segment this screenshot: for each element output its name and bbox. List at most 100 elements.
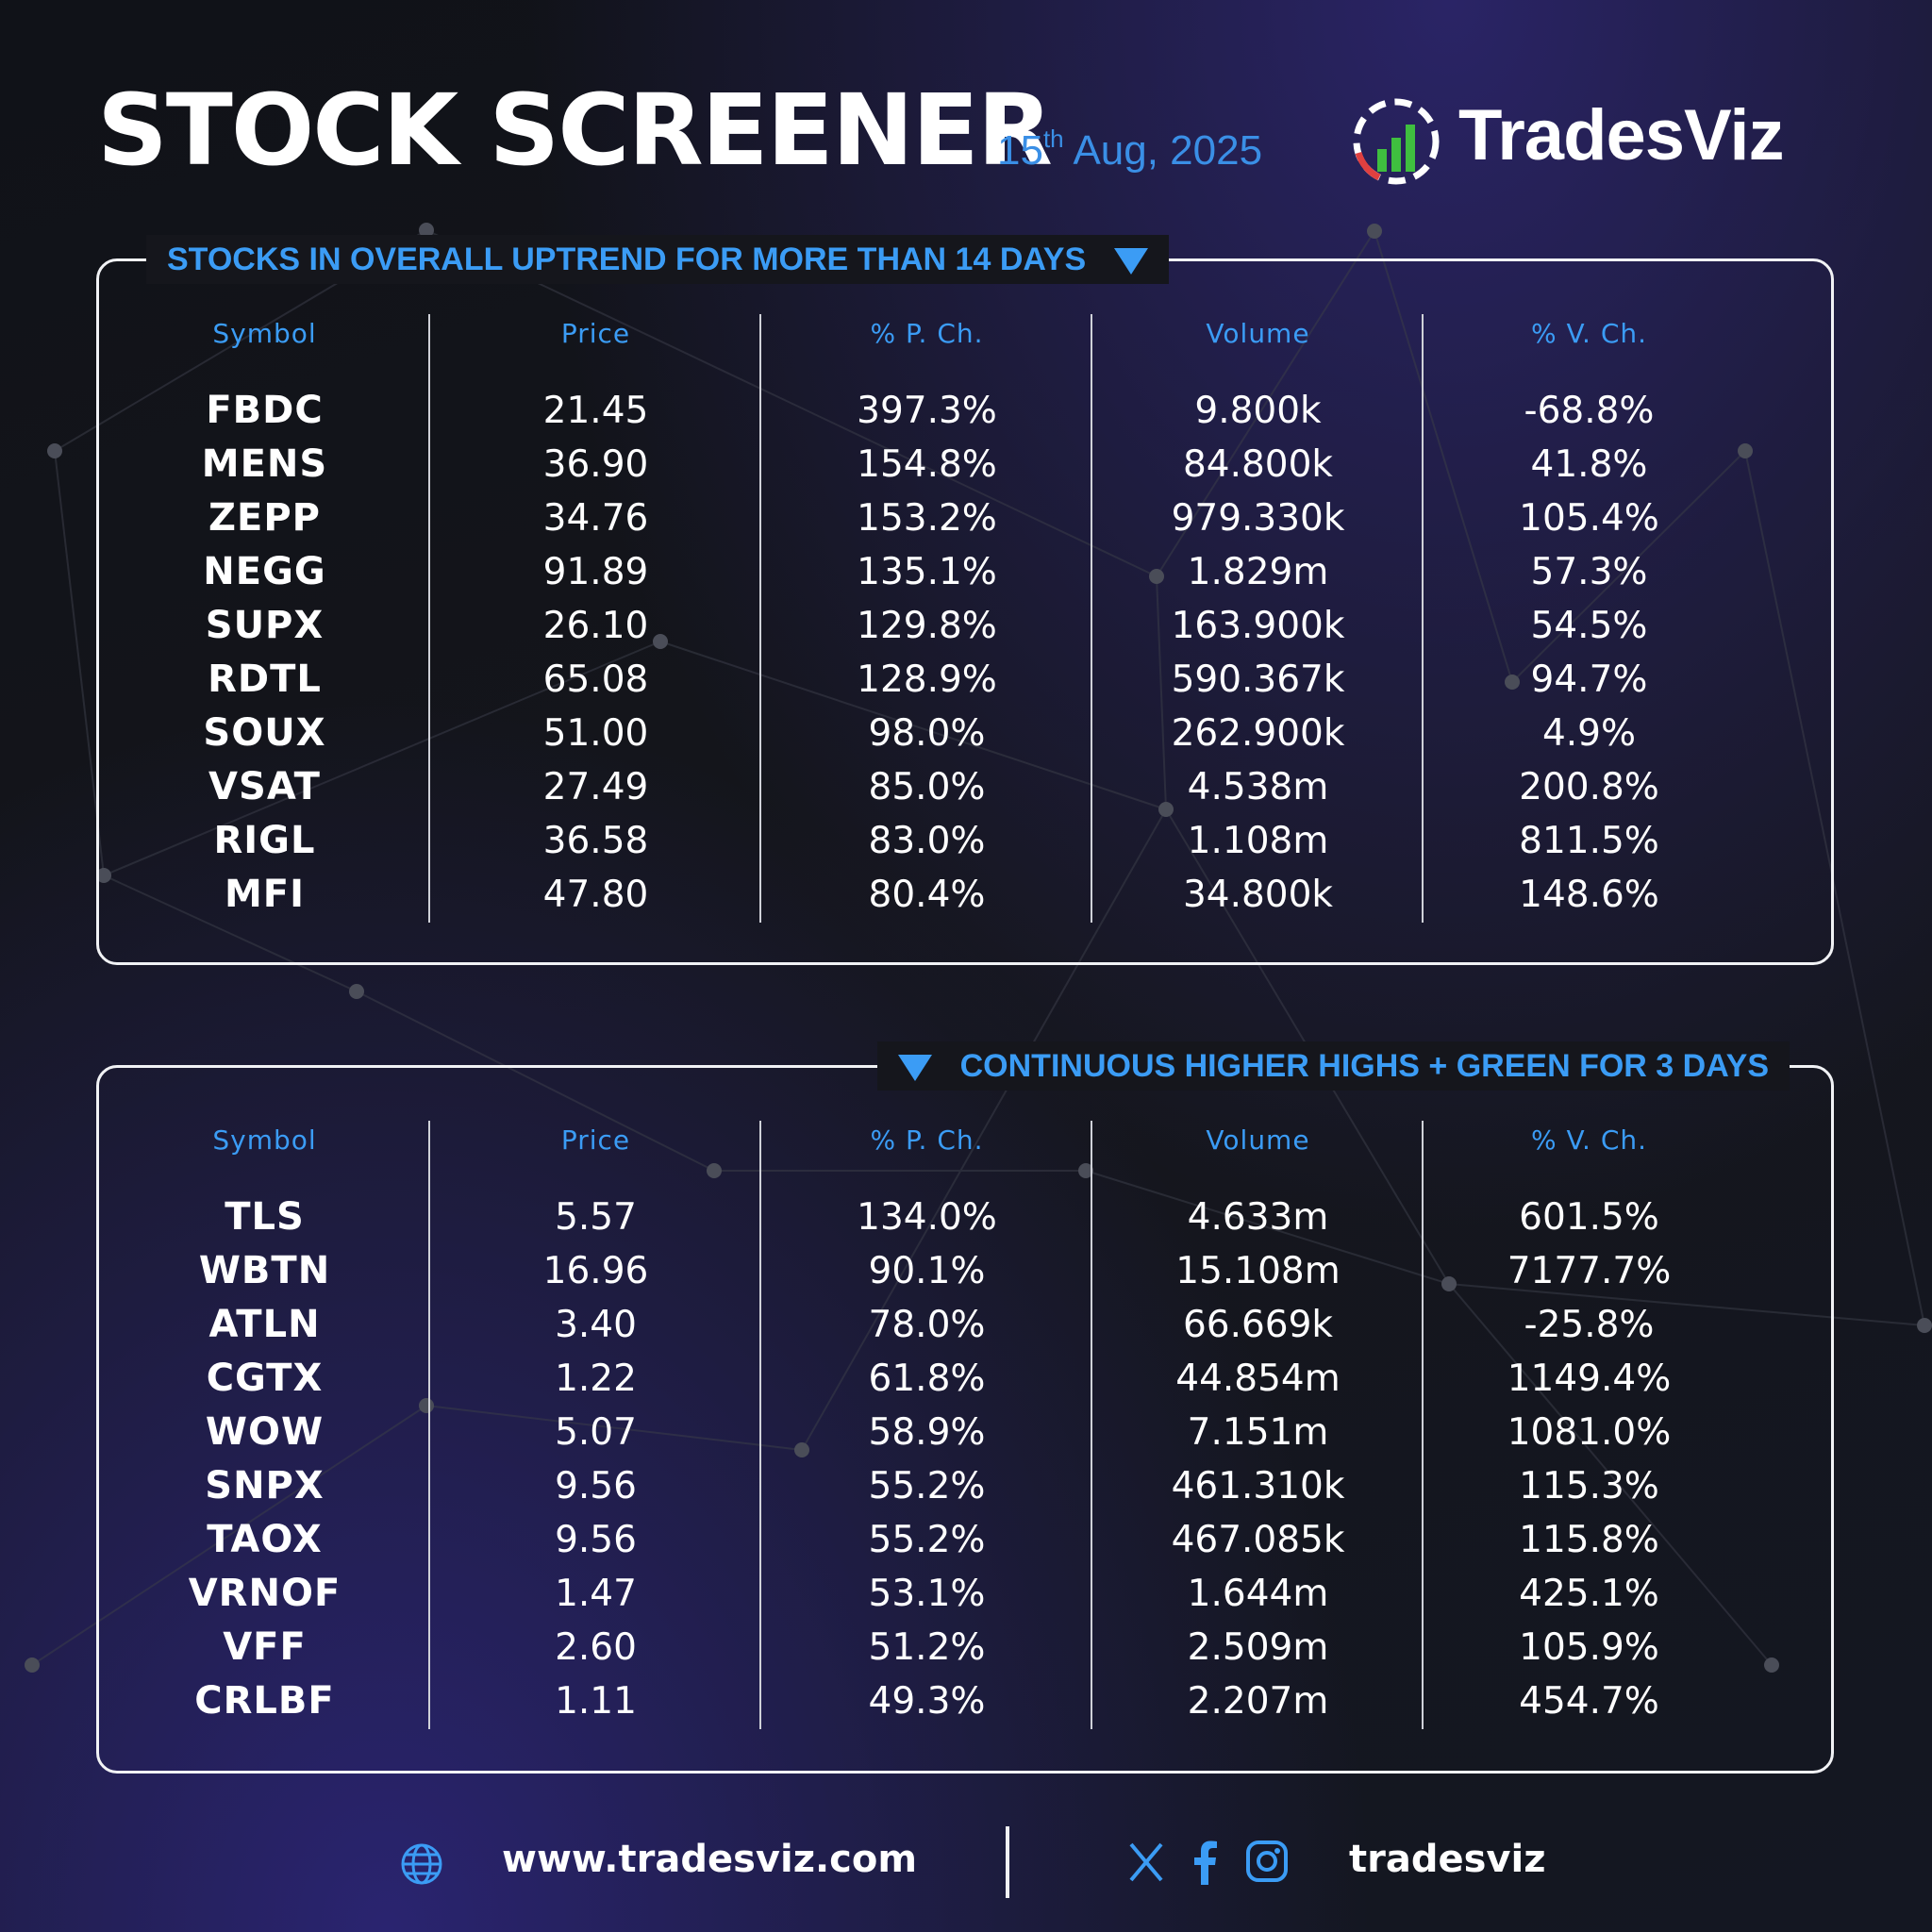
- table-cell: 34.76: [542, 497, 649, 540]
- ticker-symbol: ATLN: [208, 1303, 321, 1346]
- column-divider: [428, 1121, 430, 1729]
- column-header: Price: [560, 1124, 631, 1156]
- table-cell: 34.800k: [1182, 874, 1334, 916]
- table-cell: 2.509m: [1187, 1626, 1329, 1669]
- ticker-symbol: WBTN: [198, 1249, 331, 1292]
- ticker-symbol: NEGG: [203, 550, 326, 593]
- website-link[interactable]: www.tradesviz.com: [502, 1838, 918, 1881]
- table-cell: 1081.0%: [1507, 1411, 1672, 1454]
- bar-chart-logo-icon: [1353, 98, 1440, 185]
- table-cell: 9.800k: [1194, 390, 1322, 432]
- table-cell: 1149.4%: [1507, 1357, 1672, 1400]
- table-cell: 467.085k: [1171, 1519, 1345, 1561]
- ticker-symbol: CRLBF: [194, 1679, 335, 1723]
- instagram-icon[interactable]: [1245, 1840, 1289, 1883]
- stock-table: Symbol FBDC MENS ZEPP NEGG SUPX RDTL SOUX VSAT RI…: [99, 261, 1831, 962]
- table-cell: 128.9%: [857, 658, 997, 701]
- page-title: STOCK SCREENER: [97, 73, 1053, 188]
- table-cell: 84.800k: [1182, 443, 1334, 486]
- table-cell: 44.854m: [1175, 1357, 1341, 1400]
- column-symbol: Symbol FBDC MENS ZEPP NEGG SUPX RDTL SOUX VSAT RI…: [99, 313, 430, 922]
- table-cell: 51.00: [542, 712, 649, 755]
- table-cell: 4.538m: [1187, 766, 1329, 808]
- table-cell: 9.56: [555, 1519, 637, 1561]
- table-cell: 1.47: [555, 1573, 637, 1615]
- ticker-symbol: SNPX: [205, 1464, 325, 1507]
- triangle-down-icon: [897, 1055, 932, 1082]
- column-price: Price 5.57 16.96 3.40 1.22 5.07 9.56 9.56 1.47 2.…: [430, 1120, 761, 1728]
- column-header: % V. Ch.: [1530, 1124, 1648, 1156]
- column-header: % V. Ch.: [1530, 318, 1648, 349]
- table-cell: 134.0%: [857, 1196, 997, 1239]
- ticker-symbol: FBDC: [206, 389, 324, 432]
- table-cell: 590.367k: [1171, 658, 1345, 701]
- ticker-symbol: VFF: [223, 1625, 307, 1669]
- table-cell: 49.3%: [868, 1680, 986, 1723]
- table-cell: 154.8%: [857, 443, 997, 486]
- x-icon[interactable]: [1127, 1841, 1165, 1883]
- column-divider: [759, 314, 761, 923]
- table-cell: 51.2%: [868, 1626, 986, 1669]
- column-divider: [1422, 1121, 1424, 1729]
- table-cell: 979.330k: [1171, 497, 1345, 540]
- table-cell: 4.9%: [1541, 712, 1637, 755]
- table-cell: 115.8%: [1519, 1519, 1659, 1561]
- table-cell: 1.644m: [1187, 1573, 1329, 1615]
- table-cell: 163.900k: [1171, 605, 1345, 647]
- table-cell: 55.2%: [868, 1465, 986, 1507]
- ticker-symbol: RIGL: [213, 819, 316, 862]
- brand-name: TradesViz: [1458, 95, 1784, 175]
- column-divider: [1422, 314, 1424, 923]
- date-day: 15: [997, 127, 1043, 174]
- ticker-symbol: VSAT: [208, 765, 321, 808]
- social-handle[interactable]: tradesviz: [1349, 1838, 1546, 1881]
- footer: www.tradesviz.com tradesviz: [0, 1821, 1932, 1906]
- table-cell: 36.58: [542, 820, 649, 862]
- ticker-symbol: VRNOF: [188, 1572, 341, 1615]
- table-cell: 1.108m: [1187, 820, 1329, 862]
- table-cell: 135.1%: [857, 551, 997, 593]
- table-cell: 454.7%: [1519, 1680, 1659, 1723]
- table-cell: 61.8%: [868, 1357, 986, 1400]
- table-cell: 36.90: [542, 443, 649, 486]
- table-cell: 1.22: [555, 1357, 637, 1400]
- table-cell: 27.49: [542, 766, 649, 808]
- table-cell: 26.10: [542, 605, 649, 647]
- ticker-symbol: MFI: [224, 873, 305, 916]
- ticker-symbol: MENS: [201, 442, 328, 486]
- table-cell: 3.40: [555, 1304, 637, 1346]
- column-header: Volume: [1206, 1124, 1310, 1156]
- date-suffix: th: [1042, 125, 1064, 153]
- table-cell: 55.2%: [868, 1519, 986, 1561]
- column-header: Volume: [1206, 318, 1310, 349]
- table-cell: 15.108m: [1175, 1250, 1341, 1292]
- column-price-change: % P. Ch. 397.3% 154.8% 153.2% 135.1% 129.8% 12…: [761, 313, 1092, 922]
- table-cell: 153.2%: [857, 497, 997, 540]
- column-header: Price: [560, 318, 631, 349]
- table-cell: 80.4%: [868, 874, 986, 916]
- ticker-symbol: TLS: [225, 1195, 305, 1239]
- column-divider: [428, 314, 430, 923]
- table-cell: 1.829m: [1187, 551, 1329, 593]
- table-cell: 9.56: [555, 1465, 637, 1507]
- table-cell: 1.11: [555, 1680, 637, 1723]
- panel-title-text: STOCKS IN OVERALL UPTREND FOR MORE THAN …: [167, 242, 1087, 277]
- facebook-icon[interactable]: [1191, 1840, 1219, 1885]
- globe-icon: [401, 1843, 442, 1885]
- table-cell: 148.6%: [1519, 874, 1659, 916]
- table-cell: 90.1%: [868, 1250, 986, 1292]
- ticker-symbol: ZEPP: [208, 496, 321, 540]
- table-cell: 58.9%: [868, 1411, 986, 1454]
- table-cell: 7.151m: [1187, 1411, 1329, 1454]
- report-date: 15th Aug, 2025: [997, 126, 1262, 172]
- table-cell: 65.08: [542, 658, 649, 701]
- date-month-year: Aug, 2025: [1063, 127, 1263, 174]
- table-cell: 7177.7%: [1507, 1250, 1672, 1292]
- panel-title: CONTINUOUS HIGHER HIGHS + GREEN FOR 3 DA…: [876, 1041, 1790, 1091]
- table-cell: 47.80: [542, 874, 649, 916]
- column-header: Symbol: [212, 318, 317, 349]
- ticker-symbol: RDTL: [208, 658, 322, 701]
- table-cell: 811.5%: [1519, 820, 1659, 862]
- table-cell: 397.3%: [857, 390, 997, 432]
- table-cell: 21.45: [542, 390, 649, 432]
